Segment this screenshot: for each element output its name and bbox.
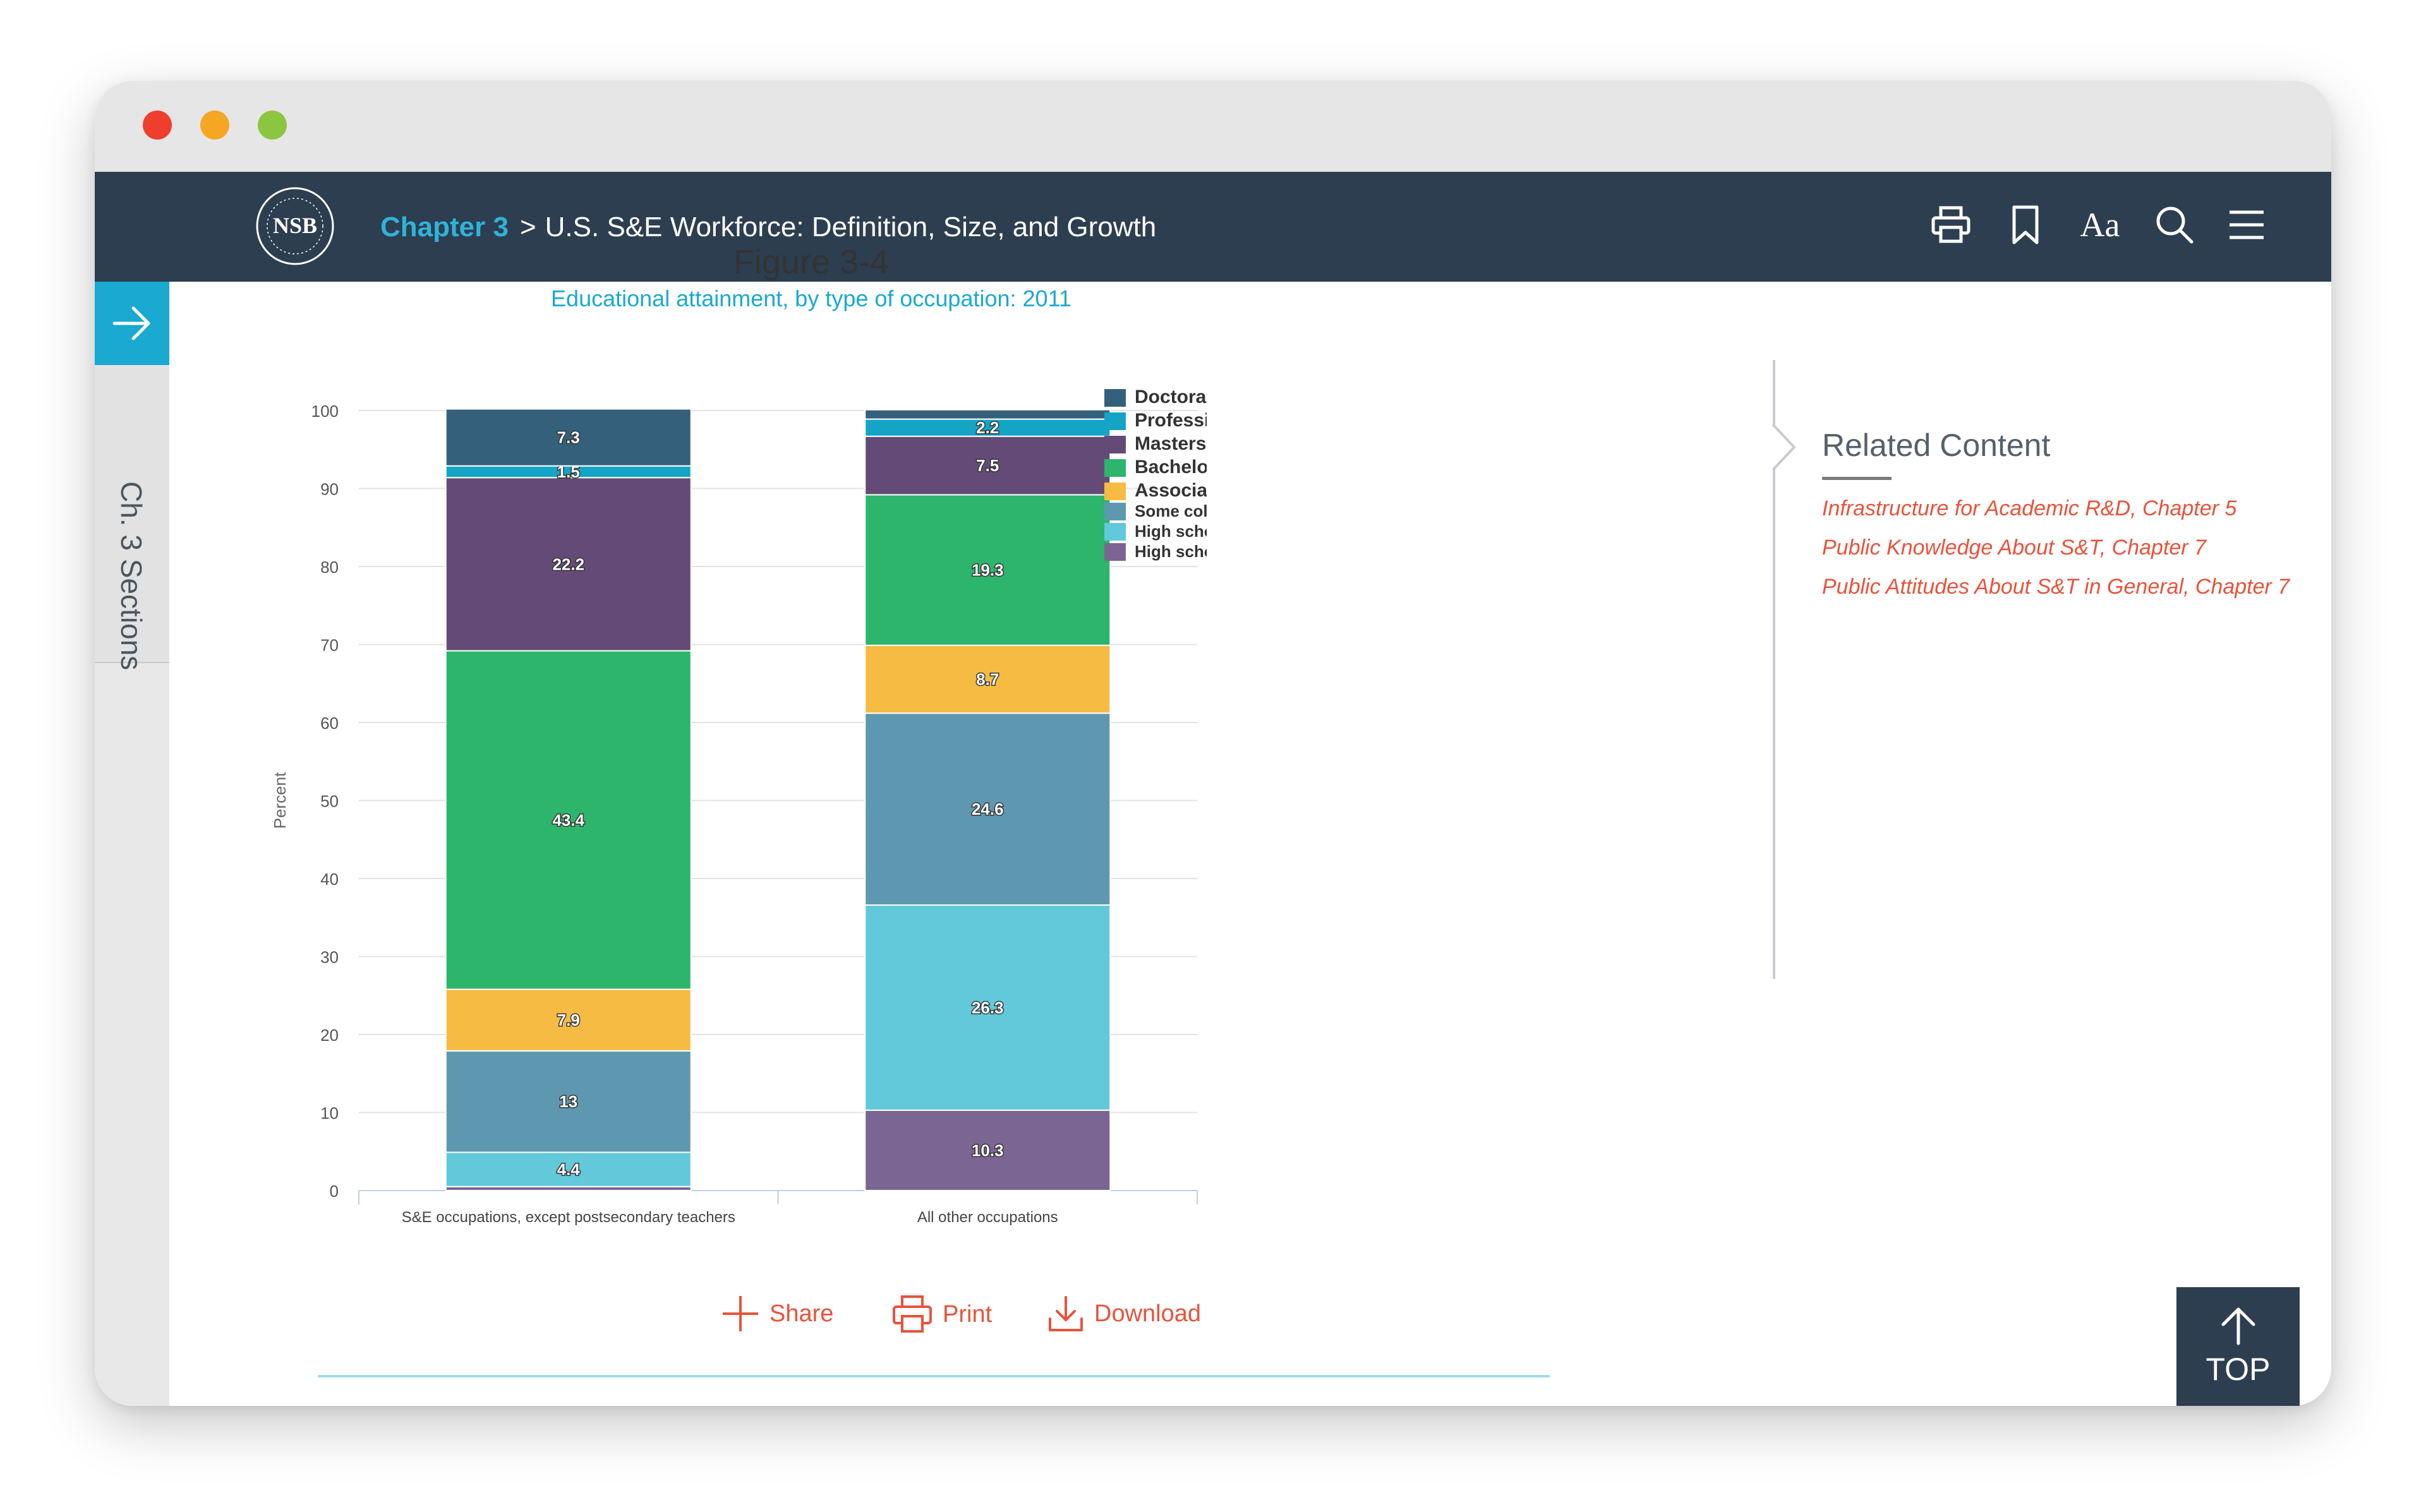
legend-swatch [1104, 523, 1126, 541]
data-label: 10.3 [972, 1141, 1004, 1160]
legend-label: Masters [1135, 433, 1206, 454]
share-button[interactable]: Share [721, 1295, 833, 1333]
print-label: Print [943, 1300, 993, 1328]
top-label: TOP [2206, 1352, 2271, 1387]
share-label: Share [769, 1300, 834, 1327]
breadcrumb-separator: > [519, 212, 536, 243]
legend-swatch [1104, 389, 1126, 407]
bar-segment [445, 1151, 692, 1187]
bar-segment [864, 409, 1111, 420]
bar-segment [864, 494, 1111, 646]
data-label: 13 [559, 1092, 577, 1111]
bar-segment [864, 712, 1111, 906]
printer-icon[interactable] [1926, 200, 1976, 250]
y-tick-label: 70 [320, 636, 339, 655]
bookmark-icon[interactable] [2000, 200, 2051, 250]
maximize-window-button[interactable] [258, 111, 287, 140]
related-content-title: Related Content [1822, 428, 2051, 463]
data-label: 8.7 [976, 669, 999, 688]
data-label: 43.4 [552, 810, 584, 829]
legend-label: Bachelors [1135, 457, 1207, 477]
bar-segment [864, 1109, 1111, 1192]
bar-segment [445, 988, 692, 1052]
page-title: U.S. S&E Workforce: Definition, Size, an… [545, 212, 1157, 243]
menu-icon[interactable] [2221, 200, 2272, 250]
arrow-up-icon [2221, 1307, 2255, 1345]
figure-title: Figure 3-4 [733, 243, 890, 281]
sidebar-sections-label: Ch. 3 Sections [115, 481, 148, 671]
window-titlebar [95, 81, 2331, 172]
y-tick-label: 20 [320, 1026, 339, 1045]
search-icon[interactable] [2149, 200, 2200, 250]
download-icon [1049, 1296, 1083, 1331]
print-button[interactable]: Print [892, 1295, 992, 1334]
close-window-button[interactable] [143, 111, 172, 140]
back-to-top-button[interactable]: TOP [2176, 1287, 2300, 1406]
stacked-bar-chart: 0 10 20 30 40 50 60 70 80 90 100 Percent 4.4 13 7.9 43.… [270, 387, 1207, 1226]
y-tick-label: 90 [320, 480, 339, 499]
download-label: Download [1094, 1300, 1201, 1327]
data-label: 4.4 [557, 1160, 581, 1179]
breadcrumb: Chapter 3 > U.S. S&E Workforce: Definition… [380, 211, 1156, 244]
data-label: 7.3 [557, 428, 580, 447]
bar-segment [445, 408, 692, 467]
data-label: 7.5 [976, 456, 999, 475]
minimize-window-button[interactable] [200, 111, 229, 140]
chevron-right-icon [1771, 423, 1796, 471]
legend-swatch [1104, 412, 1126, 430]
related-link-1[interactable]: Infrastructure for Academic R&D, Chapter… [1822, 496, 2237, 520]
content-divider [318, 1375, 1550, 1377]
data-label: 2.2 [976, 418, 999, 437]
figure-subtitle: Educational attainment, by type of occup… [551, 285, 1071, 311]
y-axis-title: Percent [270, 772, 289, 829]
y-tick-label: 60 [320, 714, 339, 733]
legend-label: High school or less, no diploma [1135, 542, 1207, 561]
breadcrumb-chapter-link[interactable]: Chapter 3 [380, 212, 509, 243]
related-link-3[interactable]: Public Attitudes About S&T in General, C… [1822, 575, 2290, 599]
sidebar-sections-tab[interactable]: Ch. 3 Sections [95, 365, 169, 670]
legend-swatch [1104, 503, 1126, 520]
bar-segment [864, 644, 1111, 714]
y-tick-label: 30 [320, 948, 339, 967]
legend-swatch [1104, 459, 1126, 477]
data-label: 7.9 [557, 1011, 580, 1029]
legend-swatch [1104, 543, 1126, 561]
logo-text: NSB [273, 213, 317, 238]
related-link-2[interactable]: Public Knowledge About S&T, Chapter 7 [1822, 536, 2206, 560]
legend-label: Associates [1135, 480, 1207, 501]
top-navigation-bar: NSB Chapter 3 > U.S. S&E Workforce: Defini… [95, 172, 2331, 282]
bar-segment [445, 1050, 692, 1153]
bar-segment [445, 650, 692, 990]
y-tick-label: 80 [320, 558, 339, 577]
x-tick-label: S&E occupations, except postsecondary te… [402, 1209, 735, 1226]
y-tick-label: 40 [320, 870, 339, 889]
expand-sidebar-button[interactable] [95, 282, 169, 365]
data-label: 22.2 [552, 555, 584, 573]
data-label: 24.6 [972, 800, 1004, 819]
legend-label: Professional [1135, 410, 1207, 431]
y-tick-label: 0 [330, 1182, 339, 1201]
legend-swatch [1104, 483, 1126, 500]
plus-icon [723, 1296, 758, 1331]
legend-label: Doctorate [1135, 387, 1207, 407]
download-button[interactable]: Download [1047, 1295, 1201, 1333]
y-tick-label: 10 [320, 1104, 339, 1123]
y-tick-label: 50 [320, 792, 339, 811]
legend-label: Some college, no degree [1135, 501, 1207, 520]
x-tick-label: All other occupations [917, 1209, 1058, 1226]
printer-icon [893, 1295, 932, 1333]
y-tick-label: 100 [311, 402, 339, 421]
sections-sidebar: Ch. 3 Sections [95, 282, 169, 1406]
data-label: 19.3 [972, 561, 1004, 580]
related-title-underline [1822, 477, 1892, 480]
related-divider [1773, 360, 1775, 979]
font-size-icon[interactable]: Aa [2080, 206, 2120, 244]
nsb-logo[interactable]: NSB [254, 185, 336, 267]
arrow-right-icon [112, 306, 150, 340]
bar-segment [864, 904, 1111, 1111]
legend-swatch [1104, 436, 1126, 453]
data-label: 26.3 [972, 998, 1004, 1017]
legend-label: High school diploma or GED [1135, 522, 1207, 541]
